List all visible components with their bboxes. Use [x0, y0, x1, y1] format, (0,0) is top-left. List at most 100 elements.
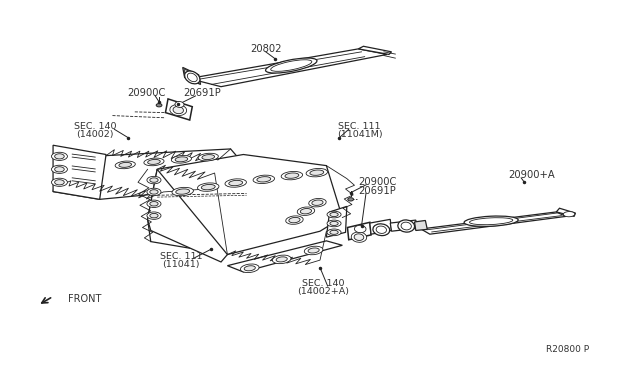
Ellipse shape: [373, 224, 390, 235]
Ellipse shape: [188, 73, 197, 82]
Text: FRONT: FRONT: [68, 294, 101, 304]
Ellipse shape: [327, 229, 341, 235]
Ellipse shape: [119, 163, 132, 167]
Ellipse shape: [470, 218, 513, 225]
Ellipse shape: [308, 198, 326, 207]
Text: (11041M): (11041M): [337, 130, 383, 140]
Ellipse shape: [398, 220, 415, 232]
Text: (14002): (14002): [76, 130, 114, 140]
Polygon shape: [148, 169, 227, 262]
Ellipse shape: [563, 212, 575, 217]
Polygon shape: [166, 99, 192, 120]
Ellipse shape: [51, 152, 67, 160]
Ellipse shape: [150, 202, 158, 206]
Ellipse shape: [310, 170, 324, 175]
Ellipse shape: [355, 225, 366, 232]
Polygon shape: [326, 206, 347, 237]
Ellipse shape: [327, 211, 341, 218]
Ellipse shape: [54, 180, 64, 185]
Ellipse shape: [276, 257, 287, 262]
Ellipse shape: [150, 178, 158, 182]
Ellipse shape: [327, 220, 341, 227]
Polygon shape: [148, 154, 342, 254]
Ellipse shape: [172, 155, 191, 163]
Text: SEC. 140: SEC. 140: [302, 279, 344, 288]
Ellipse shape: [170, 105, 187, 116]
Polygon shape: [421, 212, 566, 234]
Ellipse shape: [150, 190, 158, 194]
Ellipse shape: [156, 103, 162, 107]
Ellipse shape: [202, 185, 215, 190]
Text: 20691P: 20691P: [183, 88, 221, 98]
Ellipse shape: [175, 157, 188, 162]
Polygon shape: [370, 219, 392, 234]
Text: (11041): (11041): [162, 260, 200, 269]
Ellipse shape: [244, 266, 255, 271]
Ellipse shape: [257, 177, 271, 182]
Ellipse shape: [351, 232, 367, 242]
Ellipse shape: [54, 167, 64, 172]
Text: 20802: 20802: [250, 44, 282, 54]
Text: SEC. 111: SEC. 111: [339, 122, 381, 131]
Ellipse shape: [285, 216, 303, 224]
Ellipse shape: [147, 188, 161, 196]
Ellipse shape: [297, 207, 315, 215]
Ellipse shape: [241, 264, 259, 273]
Ellipse shape: [198, 183, 219, 191]
Polygon shape: [182, 67, 200, 84]
Ellipse shape: [202, 155, 214, 160]
Ellipse shape: [198, 153, 218, 161]
Ellipse shape: [312, 200, 323, 205]
Text: R20800 P: R20800 P: [546, 345, 589, 354]
Polygon shape: [556, 208, 575, 217]
Polygon shape: [358, 46, 392, 54]
Ellipse shape: [289, 217, 300, 223]
Ellipse shape: [285, 173, 299, 178]
Ellipse shape: [281, 171, 303, 180]
Ellipse shape: [376, 226, 387, 233]
Ellipse shape: [228, 180, 243, 186]
Ellipse shape: [176, 189, 189, 194]
Ellipse shape: [273, 255, 291, 264]
Ellipse shape: [300, 209, 312, 214]
Ellipse shape: [266, 58, 317, 73]
Ellipse shape: [147, 212, 161, 219]
Ellipse shape: [175, 102, 184, 108]
Polygon shape: [415, 221, 428, 231]
Text: SEC. 140: SEC. 140: [74, 122, 116, 131]
Ellipse shape: [330, 221, 338, 225]
Ellipse shape: [148, 160, 160, 164]
Polygon shape: [189, 49, 387, 87]
Text: 20691P: 20691P: [358, 186, 396, 196]
Ellipse shape: [271, 60, 312, 71]
Ellipse shape: [306, 169, 328, 177]
Text: 20900+A: 20900+A: [509, 170, 556, 180]
Text: 20900C: 20900C: [358, 177, 397, 187]
Ellipse shape: [308, 248, 319, 253]
Ellipse shape: [51, 178, 67, 186]
Polygon shape: [227, 241, 342, 272]
Ellipse shape: [330, 230, 338, 234]
Polygon shape: [348, 222, 371, 240]
Ellipse shape: [115, 161, 135, 169]
Text: 20900C: 20900C: [127, 88, 166, 98]
Ellipse shape: [54, 154, 64, 159]
Ellipse shape: [150, 214, 158, 218]
Ellipse shape: [144, 158, 164, 166]
Ellipse shape: [253, 175, 275, 183]
Polygon shape: [390, 220, 417, 231]
Polygon shape: [53, 149, 240, 199]
Ellipse shape: [225, 179, 246, 187]
Ellipse shape: [51, 165, 67, 173]
Ellipse shape: [464, 216, 518, 227]
Ellipse shape: [330, 212, 338, 217]
Ellipse shape: [304, 246, 323, 255]
Ellipse shape: [184, 71, 200, 84]
Ellipse shape: [401, 222, 412, 230]
Ellipse shape: [172, 187, 193, 196]
Text: (14002+A): (14002+A): [297, 287, 349, 296]
Text: SEC. 111: SEC. 111: [159, 252, 202, 261]
Ellipse shape: [147, 176, 161, 184]
Polygon shape: [53, 145, 106, 199]
Ellipse shape: [354, 234, 364, 240]
